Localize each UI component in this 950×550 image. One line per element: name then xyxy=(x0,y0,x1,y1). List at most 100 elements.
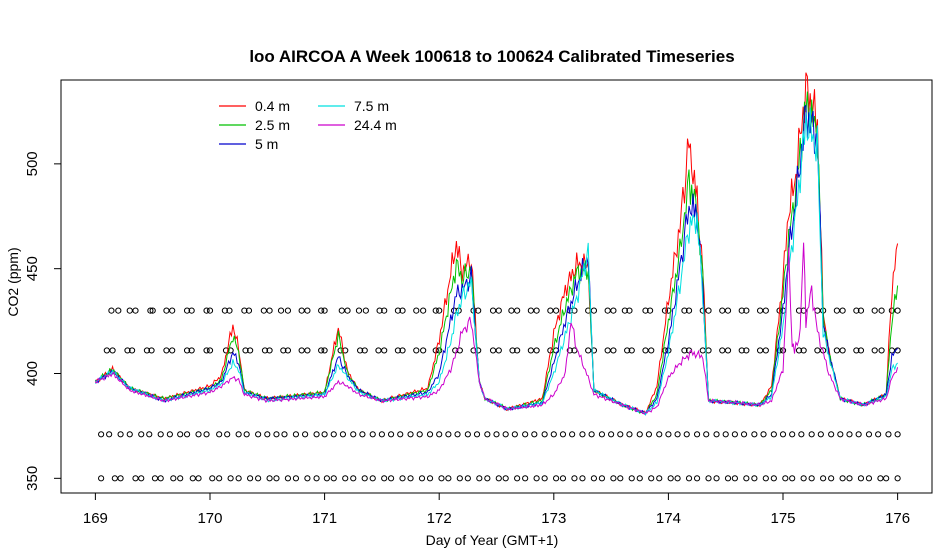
marker-point xyxy=(857,475,865,482)
marker-point xyxy=(284,307,292,314)
marker-point xyxy=(569,431,576,438)
marker-point xyxy=(590,307,598,314)
marker-point xyxy=(828,431,835,438)
marker-point xyxy=(426,475,434,482)
y-tick-label: 400 xyxy=(24,361,41,386)
marker-point xyxy=(330,475,337,482)
marker-point xyxy=(667,475,674,482)
marker-point xyxy=(779,431,787,438)
x-axis-label: Day of Year (GMT+1) xyxy=(426,532,559,548)
marker-point xyxy=(782,475,789,482)
marker-point xyxy=(685,307,693,314)
marker-point xyxy=(685,475,693,482)
marker-point xyxy=(762,347,769,354)
marker-point xyxy=(183,347,191,354)
x-axis: 169 170 171 172 173 174 175 176 xyxy=(83,493,910,527)
marker-point xyxy=(610,475,617,482)
marker-point xyxy=(350,475,357,482)
marker-point xyxy=(493,431,500,438)
marker-point xyxy=(361,475,368,482)
marker-point xyxy=(719,347,726,354)
marker-point xyxy=(292,475,300,482)
marker-point xyxy=(865,475,873,482)
marker-point xyxy=(261,347,269,354)
marker-point xyxy=(514,475,521,482)
marker-point xyxy=(216,475,223,482)
marker-point xyxy=(381,307,388,314)
marker-point xyxy=(590,475,598,482)
marker-point xyxy=(304,307,311,314)
marker-point xyxy=(800,347,807,354)
marker-point xyxy=(853,307,860,314)
series-line-5-m xyxy=(95,104,898,416)
marker-point xyxy=(724,347,732,354)
marker-point xyxy=(177,475,184,482)
marker-point xyxy=(436,307,443,314)
marker-point xyxy=(464,431,471,438)
marker-point xyxy=(820,475,827,482)
x-tick-label: 173 xyxy=(541,510,566,527)
marker-point xyxy=(183,307,191,314)
marker-point xyxy=(227,475,234,482)
marker-point xyxy=(454,431,461,438)
marker-point xyxy=(318,347,325,354)
marker-point xyxy=(579,431,586,438)
marker-point xyxy=(304,475,311,482)
marker-point xyxy=(628,347,635,354)
y-axis: 350 400 450 500 xyxy=(24,151,61,491)
marker-point xyxy=(277,307,285,314)
marker-point xyxy=(814,307,821,314)
marker-point xyxy=(399,347,406,354)
marker-point xyxy=(624,347,631,354)
marker-point xyxy=(464,475,471,482)
marker-point xyxy=(369,475,376,482)
marker-point xyxy=(241,307,248,314)
marker-point xyxy=(216,431,223,438)
marker-point xyxy=(703,431,710,438)
marker-point xyxy=(203,347,210,354)
marker-point xyxy=(646,307,654,314)
marker-point xyxy=(209,475,216,482)
marker-point xyxy=(264,431,271,438)
marker-point xyxy=(598,431,606,438)
marker-point xyxy=(359,431,366,438)
marker-point xyxy=(681,347,688,354)
marker-point xyxy=(541,475,548,482)
marker-point xyxy=(132,475,139,482)
marker-point xyxy=(169,307,176,314)
marker-point xyxy=(203,431,210,438)
marker-point xyxy=(111,475,118,482)
marker-point xyxy=(189,475,196,482)
marker-point xyxy=(407,475,414,482)
x-tick-label: 176 xyxy=(885,510,910,527)
marker-point xyxy=(147,307,154,314)
marker-point xyxy=(163,347,170,354)
legend-label: 2.5 m xyxy=(255,117,290,133)
marker-point xyxy=(636,431,643,438)
marker-point xyxy=(138,431,145,438)
x-tick-label: 169 xyxy=(83,510,108,527)
marker-point xyxy=(413,347,420,354)
marker-point xyxy=(246,475,254,482)
marker-point xyxy=(157,431,164,438)
marker-point xyxy=(266,307,273,314)
marker-point xyxy=(177,431,184,438)
marker-point xyxy=(522,475,529,482)
marker-point xyxy=(298,307,305,314)
marker-point xyxy=(770,431,777,438)
marker-point xyxy=(705,307,712,314)
marker-point xyxy=(604,347,611,354)
marker-point xyxy=(724,307,732,314)
marker-point xyxy=(853,347,860,354)
marker-point xyxy=(357,347,364,354)
marker-point xyxy=(117,431,124,438)
marker-point xyxy=(590,347,598,354)
marker-point xyxy=(871,347,878,354)
marker-point xyxy=(243,431,250,438)
marker-point xyxy=(418,475,426,482)
marker-point xyxy=(883,475,890,482)
marker-point xyxy=(699,347,706,354)
marker-point xyxy=(321,307,328,314)
marker-point xyxy=(833,347,840,354)
